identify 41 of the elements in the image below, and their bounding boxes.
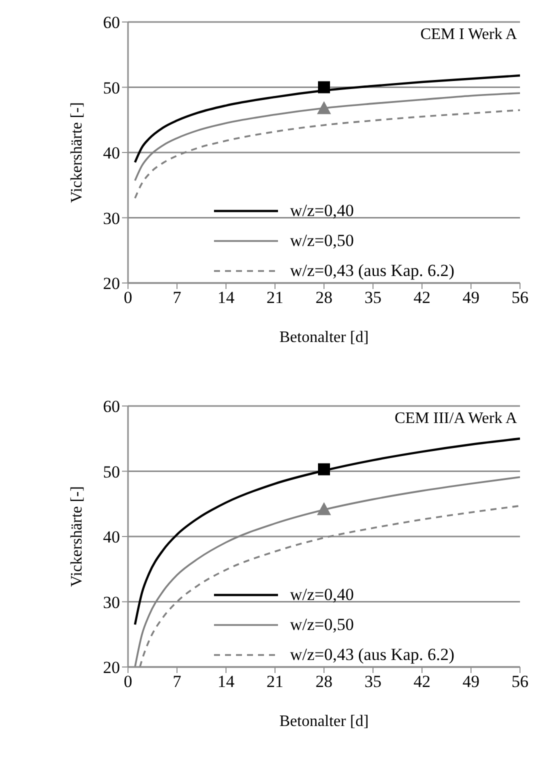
y-tick-label: 40 — [103, 528, 120, 547]
y-axis-title: Vickershärte [-] — [68, 102, 86, 203]
y-tick-label: 60 — [103, 397, 120, 416]
x-tick-label: 0 — [124, 672, 132, 692]
x-tick-label: 35 — [364, 288, 382, 308]
y-tick-label: 50 — [103, 78, 120, 98]
x-tick-label: 14 — [218, 672, 235, 692]
line-series — [134, 74, 520, 164]
y-tick-label: 40 — [103, 144, 120, 163]
x-tick-label: 56 — [512, 672, 528, 692]
x-axis-title: Betonalter [d] — [279, 329, 369, 346]
legend-label: w/z=0,50 — [290, 614, 354, 636]
x-axis-title: Betonalter [d] — [279, 713, 369, 730]
x-tick-label: 49 — [462, 672, 480, 692]
y-tick-label: 30 — [103, 592, 120, 612]
x-tick-label: 21 — [266, 672, 284, 692]
y-tick-label: 20 — [103, 658, 120, 678]
x-tick-label: 56 — [512, 288, 528, 308]
x-tick-label: 35 — [364, 672, 382, 692]
legend-label: w/z=0,40 — [290, 200, 354, 222]
y-tick-label: 60 — [103, 13, 120, 32]
legend-label: w/z=0,50 — [290, 230, 354, 252]
x-tick-label: 7 — [172, 672, 182, 692]
y-axis-title: Vickershärte [-] — [68, 486, 86, 587]
y-tick-label: 30 — [103, 208, 120, 228]
x-tick-label: 28 — [316, 672, 332, 692]
x-tick-label: 7 — [172, 288, 182, 308]
x-tick-label: 28 — [316, 288, 332, 308]
x-tick-label: 42 — [414, 672, 430, 692]
x-tick-label: 42 — [414, 288, 430, 308]
y-tick-label: 50 — [103, 462, 120, 482]
legend-label: w/z=0,40 — [290, 584, 354, 606]
x-tick-label: 14 — [218, 288, 235, 308]
legend-label: w/z=0,43 (aus Kap. 6.2) — [290, 644, 454, 666]
x-tick-label: 0 — [124, 288, 132, 308]
legend-label: w/z=0,43 (aus Kap. 6.2) — [290, 260, 454, 282]
x-tick-label: 21 — [266, 288, 284, 308]
chart-title: CEM I Werk A — [420, 26, 517, 44]
y-tick-label: 20 — [103, 274, 120, 294]
chart-title: CEM III/A Werk A — [394, 410, 517, 428]
x-tick-label: 49 — [462, 288, 480, 308]
